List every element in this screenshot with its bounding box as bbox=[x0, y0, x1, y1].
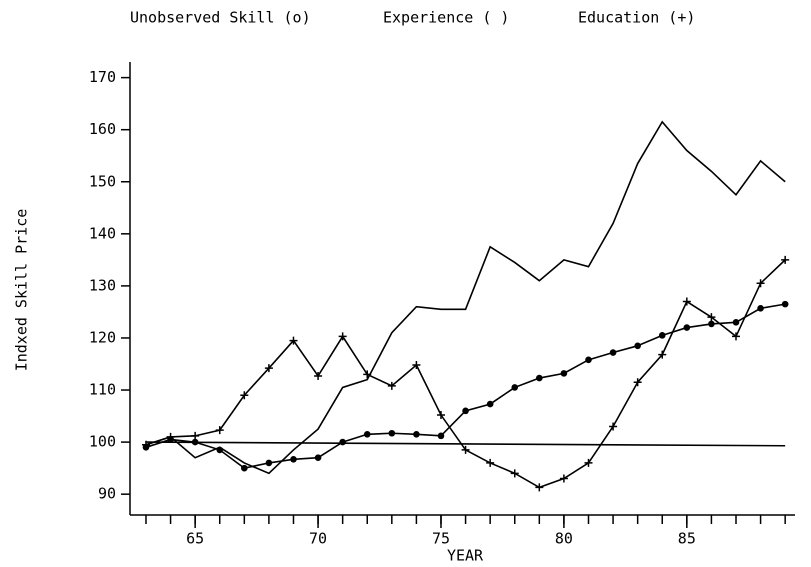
point-marker bbox=[215, 426, 224, 435]
point-marker bbox=[634, 342, 641, 350]
point-marker bbox=[707, 313, 716, 322]
legend-entry: Unobserved Skill (o) bbox=[130, 9, 311, 27]
x-tick-label: 85 bbox=[678, 530, 696, 548]
x-tick-label: 80 bbox=[555, 530, 573, 548]
point-marker bbox=[511, 384, 519, 391]
y-tick-label: 100 bbox=[89, 433, 116, 451]
point-marker bbox=[682, 297, 691, 306]
series-line bbox=[145, 120, 786, 475]
point-marker bbox=[314, 454, 322, 462]
y-tick-label: 120 bbox=[89, 328, 116, 346]
y-tick-label: 140 bbox=[89, 224, 116, 242]
point-marker bbox=[559, 474, 568, 483]
point-marker bbox=[413, 430, 420, 438]
point-marker bbox=[290, 455, 297, 463]
point-marker bbox=[536, 374, 543, 382]
x-tick-label: 75 bbox=[432, 530, 450, 548]
point-marker bbox=[461, 445, 470, 454]
point-marker bbox=[191, 438, 199, 446]
point-marker bbox=[264, 364, 273, 373]
point-marker bbox=[486, 458, 495, 467]
x-tick-label: 65 bbox=[186, 530, 204, 548]
y-axis-label: Indxed Skill Price bbox=[13, 209, 31, 372]
y-tick-label: 150 bbox=[89, 172, 116, 190]
baseline bbox=[145, 441, 786, 447]
point-marker bbox=[363, 430, 371, 438]
point-marker bbox=[708, 320, 715, 328]
point-marker bbox=[412, 361, 421, 370]
point-marker bbox=[363, 370, 372, 379]
y-tick-label: 170 bbox=[89, 68, 116, 86]
point-marker bbox=[240, 391, 249, 400]
point-marker bbox=[265, 459, 273, 467]
point-marker bbox=[584, 458, 593, 467]
point-marker bbox=[732, 319, 740, 326]
point-marker bbox=[658, 332, 666, 339]
point-marker bbox=[437, 432, 445, 440]
point-marker bbox=[757, 304, 764, 312]
point-marker bbox=[462, 407, 469, 415]
point-marker bbox=[436, 411, 445, 420]
point-marker bbox=[585, 356, 592, 364]
point-marker bbox=[609, 349, 617, 356]
point-marker bbox=[338, 332, 347, 341]
point-marker bbox=[387, 381, 396, 390]
point-marker bbox=[339, 438, 346, 446]
point-marker bbox=[683, 324, 691, 331]
point-marker bbox=[633, 378, 642, 387]
point-marker bbox=[388, 429, 396, 437]
point-marker bbox=[781, 300, 789, 308]
point-marker bbox=[535, 483, 544, 492]
y-tick-label: 110 bbox=[89, 381, 116, 399]
point-marker bbox=[289, 336, 298, 345]
x-axis-label: YEAR bbox=[447, 547, 484, 565]
point-marker bbox=[141, 440, 150, 449]
x-tick-label: 70 bbox=[309, 530, 327, 548]
legend-entry: Experience ( ) bbox=[383, 9, 509, 27]
y-tick-label: 90 bbox=[98, 485, 116, 503]
legend-entry: Education (+) bbox=[578, 9, 695, 27]
point-marker bbox=[486, 400, 494, 408]
point-marker bbox=[560, 370, 568, 377]
point-marker bbox=[731, 332, 740, 341]
point-marker bbox=[314, 371, 323, 380]
point-marker bbox=[241, 464, 248, 472]
point-marker bbox=[510, 469, 519, 478]
point-marker bbox=[166, 432, 175, 441]
point-marker bbox=[658, 350, 667, 359]
y-tick-label: 130 bbox=[89, 276, 116, 294]
y-tick-label: 160 bbox=[89, 120, 116, 138]
point-marker bbox=[756, 279, 765, 288]
point-marker bbox=[191, 431, 200, 440]
point-marker bbox=[609, 422, 618, 431]
point-marker bbox=[781, 255, 790, 264]
